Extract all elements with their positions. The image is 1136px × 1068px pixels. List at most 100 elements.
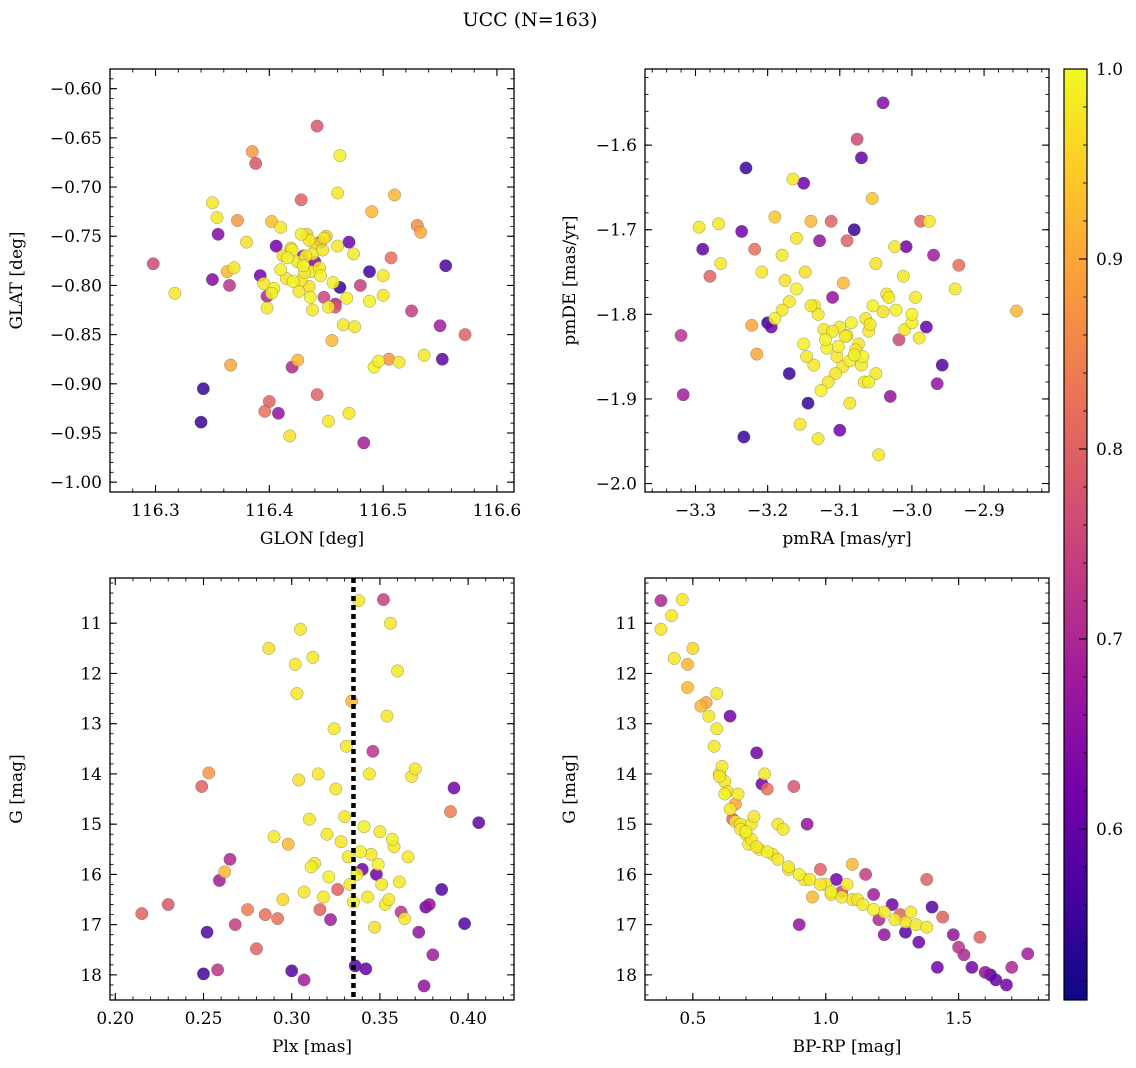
data-point [867, 888, 881, 901]
data-point [472, 816, 486, 830]
data-point [302, 812, 316, 826]
data-point [377, 593, 390, 607]
y-tick-label: −0.95 [50, 424, 102, 444]
y-tick-label: 13 [615, 715, 637, 735]
data-point [813, 234, 827, 248]
data-point [927, 248, 941, 262]
data-point [877, 905, 891, 919]
y-tick-label: 15 [80, 815, 102, 835]
data-point [228, 918, 242, 932]
data-point [745, 318, 759, 332]
data-point [168, 286, 182, 300]
data-point [320, 827, 334, 841]
y-tick-label: 12 [615, 664, 637, 684]
data-point [804, 299, 818, 313]
data-point [290, 687, 304, 700]
data-point [989, 973, 1003, 987]
data-point [353, 278, 367, 292]
data-point [311, 767, 325, 781]
data-point [363, 294, 376, 308]
data-point [224, 358, 238, 372]
data-point [283, 429, 297, 443]
colorbar-tick-label: 0.6 [1096, 820, 1123, 840]
data-point [373, 825, 387, 839]
x-tick-label: −3.0 [891, 501, 932, 521]
y-tick-label: 17 [80, 916, 102, 936]
data-point [750, 746, 764, 760]
scatter-points [146, 119, 472, 450]
data-point [262, 641, 276, 655]
data-point [281, 251, 294, 265]
x-tick-label: 0.25 [185, 1009, 223, 1029]
data-point [826, 324, 840, 338]
y-tick-label: −1.8 [596, 305, 637, 325]
data-point [362, 767, 376, 781]
y-axis-label: G [mag] [7, 754, 27, 823]
data-point [422, 898, 436, 911]
y-tick-label: −0.75 [50, 227, 102, 247]
data-point [458, 328, 472, 342]
data-point [444, 805, 457, 819]
data-point [412, 925, 426, 939]
data-point [747, 810, 761, 824]
data-point [882, 290, 896, 304]
data-point [322, 300, 335, 314]
data-point [211, 963, 225, 977]
data-point [787, 780, 801, 793]
x-tick-label: 0.20 [96, 1009, 134, 1029]
data-point [161, 898, 175, 911]
data-point [135, 907, 149, 921]
data-point [281, 837, 295, 851]
y-axis-label: GLAT [deg] [7, 231, 27, 329]
data-point [317, 231, 331, 245]
data-point [775, 248, 789, 262]
data-point [869, 257, 883, 271]
panels: 116.3 116.4 116.5 116.6 −1.00 −0.95 −0.90 −0.85… [7, 68, 1050, 1057]
y-tick-label: 11 [80, 614, 102, 634]
y-tick-label: 12 [80, 664, 102, 684]
data-point [458, 917, 472, 931]
data-point [223, 278, 236, 292]
data-point [211, 227, 225, 241]
x-tick-label: −3.3 [675, 501, 716, 521]
data-point [288, 657, 302, 671]
data-point [654, 594, 668, 608]
x-tick-label: −3.1 [819, 501, 860, 521]
data-point [790, 282, 803, 296]
data-point [946, 928, 960, 942]
data-point [376, 288, 390, 302]
data-point [800, 350, 814, 364]
y-tick-label: 14 [615, 765, 637, 785]
data-point [696, 242, 710, 256]
data-point [714, 257, 728, 271]
data-point [326, 276, 340, 289]
data-point [267, 830, 281, 844]
data-point [306, 650, 320, 664]
data-point [310, 388, 324, 402]
data-point [843, 396, 857, 410]
data-point [909, 918, 923, 932]
data-point [839, 329, 853, 343]
scatter-points [654, 593, 1035, 992]
data-point [223, 852, 237, 866]
data-point [818, 333, 832, 347]
data-point [694, 699, 708, 713]
x-axis-label: pmRA [mas/yr] [782, 529, 911, 549]
data-point [297, 973, 311, 987]
data-point [801, 396, 815, 410]
data-point [768, 312, 782, 326]
y-tick-label: 11 [615, 614, 637, 634]
data-point [840, 878, 854, 891]
y-tick-label: 18 [615, 966, 637, 986]
data-point [359, 962, 373, 976]
data-point [703, 269, 717, 283]
data-point [854, 151, 868, 165]
data-point [665, 609, 679, 623]
data-point [310, 119, 324, 133]
data-point [930, 960, 944, 974]
data-point [675, 593, 689, 607]
data-point [392, 355, 406, 369]
x-tick-label: 0.35 [361, 1009, 399, 1029]
data-point [824, 214, 838, 228]
data-point [856, 898, 870, 911]
